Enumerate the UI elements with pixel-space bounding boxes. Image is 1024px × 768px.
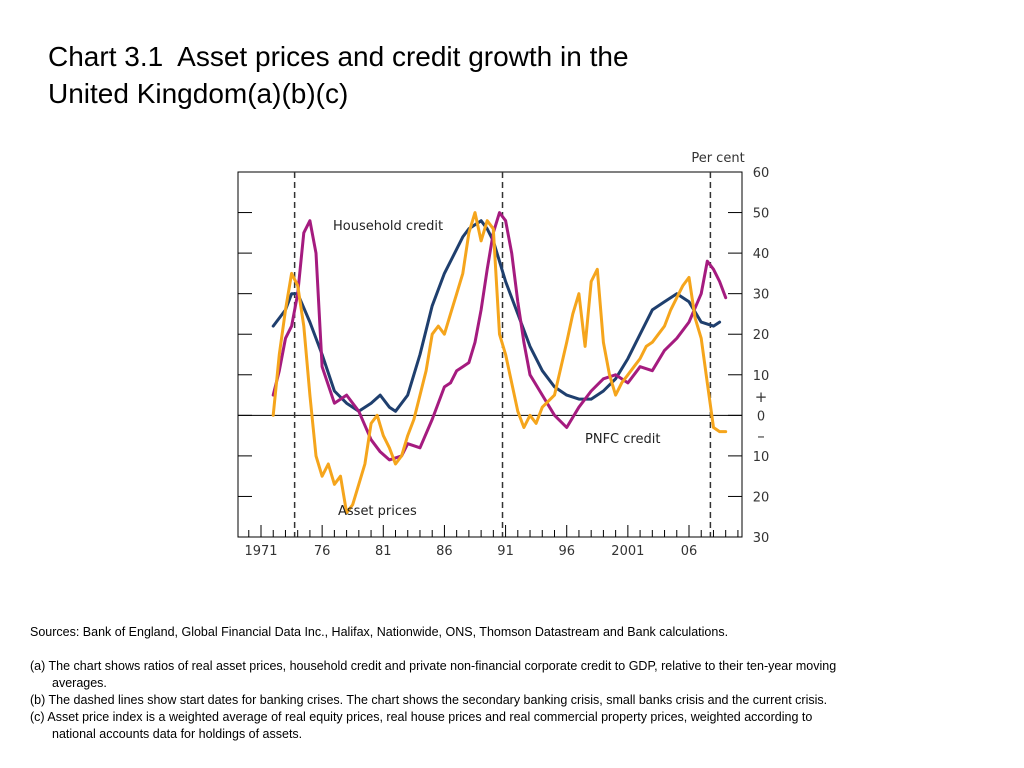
footnote-c-line-1: (c) Asset price index is a weighted aver… <box>30 710 813 724</box>
y-tick-label: 60 <box>753 166 770 181</box>
slide-title: Chart 3.1 Asset prices and credit growth… <box>48 38 808 112</box>
y-axis-plus-sign: + <box>755 388 768 406</box>
y-tick-label: 20 <box>753 328 770 343</box>
x-tick-label: 06 <box>681 544 698 559</box>
series-annotation: Household credit <box>333 219 443 234</box>
x-tick-label: 2001 <box>611 544 644 559</box>
chart-notes: Sources: Bank of England, Global Financi… <box>30 624 1010 743</box>
y-tick-label: 10 <box>753 369 770 384</box>
y-tick-label: 20 <box>753 490 770 505</box>
x-tick-label: 81 <box>375 544 392 559</box>
series-annotation: PNFC credit <box>585 432 660 447</box>
footnote-c-line-2: national accounts data for holdings of a… <box>52 727 303 741</box>
x-tick-label: 1971 <box>244 544 277 559</box>
y-tick-label: 30 <box>753 288 770 303</box>
footnote-a-line-2: averages. <box>52 676 107 690</box>
slide-title-line-2: United Kingdom(a)(b)(c) <box>48 78 349 109</box>
y-tick-label: 40 <box>753 247 770 262</box>
series-line-asset-prices <box>271 211 728 515</box>
footnote-a-line-1: (a) The chart shows ratios of real asset… <box>30 659 837 673</box>
plot-frame <box>237 171 743 538</box>
sources-note: Sources: Bank of England, Global Financi… <box>30 625 729 639</box>
y-tick-label: 0 <box>757 409 765 424</box>
y-tick-label: 10 <box>753 450 770 465</box>
x-tick-label: 86 <box>436 544 453 559</box>
y-tick-label: 30 <box>753 531 770 546</box>
x-tick-label: 91 <box>497 544 514 559</box>
series-annotation: Asset prices <box>338 504 417 519</box>
footnote-b: (b) The dashed lines show start dates fo… <box>30 693 828 707</box>
slide-title-line-1: Chart 3.1 Asset prices and credit growth… <box>48 41 629 72</box>
x-tick-label: 96 <box>558 544 575 559</box>
series-line-household-credit <box>271 219 722 413</box>
y-axis-unit-label: Per cent <box>691 151 744 166</box>
y-axis-minus-sign: – <box>757 427 765 445</box>
y-tick-label: 50 <box>753 207 770 222</box>
x-tick-label: 76 <box>314 544 331 559</box>
series-line-pnfc-credit <box>271 211 728 462</box>
